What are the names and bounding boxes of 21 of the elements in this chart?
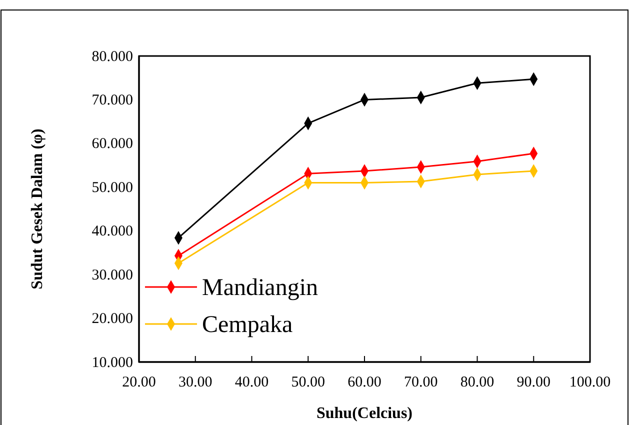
- y-tick-label: 50.000: [92, 180, 133, 196]
- y-tick-label: 30.000: [92, 267, 133, 284]
- y-tick-label: 60.000: [92, 136, 133, 152]
- x-tick-label: 70.00: [404, 374, 438, 391]
- x-tick-label: 60.00: [348, 374, 382, 391]
- legend-label: Cempaka: [202, 312, 293, 338]
- y-tick-label: 40.000: [92, 224, 133, 240]
- x-axis-title: Suhu(Celcius): [316, 405, 413, 422]
- legend-label: Mandiangin: [202, 275, 318, 301]
- x-tick-label: 80.00: [460, 374, 494, 391]
- y-tick-label: 20.000: [92, 311, 133, 328]
- y-tick-label: 70.000: [92, 92, 133, 109]
- x-tick-label: 30.00: [178, 374, 212, 391]
- y-tick-label: 80.000: [92, 48, 133, 65]
- x-tick-label: 90.00: [516, 374, 550, 391]
- x-tick-label: 50.00: [291, 374, 325, 391]
- y-axis-title: Sudut Gesek Dalam (φ): [29, 128, 46, 290]
- x-tick-label: 100.00: [569, 374, 611, 391]
- x-tick-label: 20.00: [122, 374, 156, 391]
- y-tick-label: 10.000: [92, 354, 133, 371]
- x-tick-label: 40.00: [234, 374, 269, 391]
